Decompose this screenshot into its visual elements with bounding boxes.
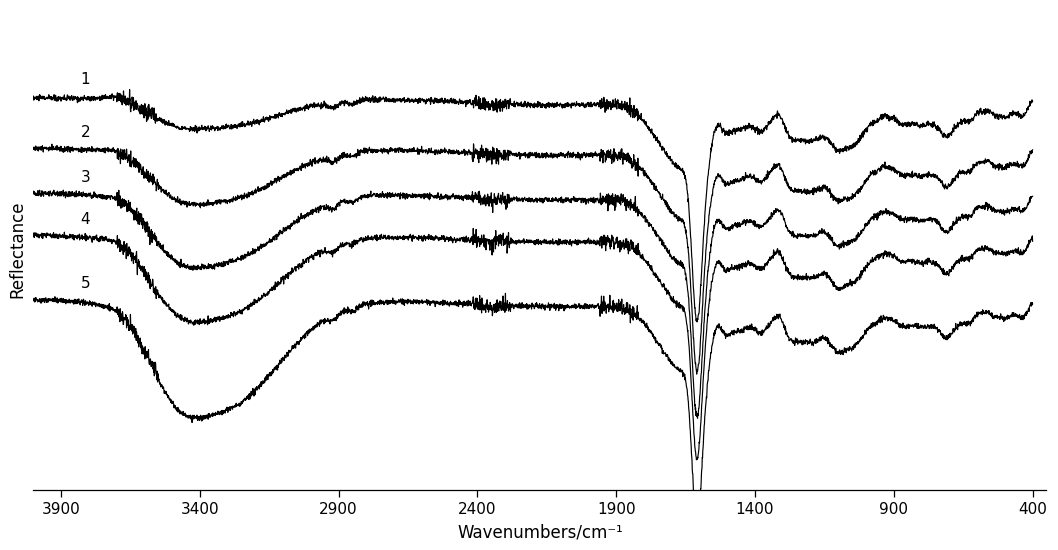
Text: 1: 1	[80, 72, 90, 87]
Text: 4: 4	[80, 212, 90, 227]
X-axis label: Wavenumbers/cm⁻¹: Wavenumbers/cm⁻¹	[457, 524, 623, 542]
Text: 3: 3	[80, 170, 90, 185]
Text: 2: 2	[80, 125, 90, 140]
Text: 5: 5	[80, 276, 90, 291]
Y-axis label: Reflectance: Reflectance	[8, 200, 26, 298]
